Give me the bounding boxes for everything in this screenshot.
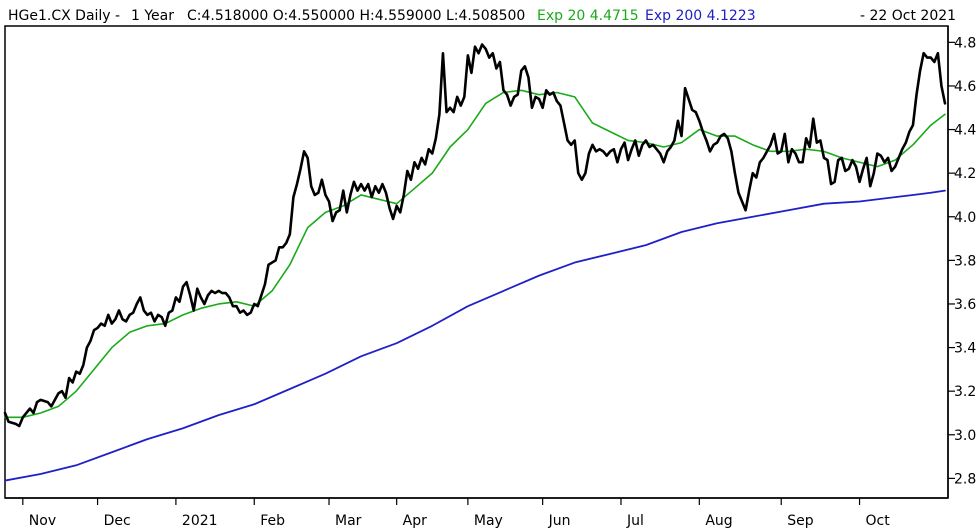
x-tick-label: Sep bbox=[787, 513, 814, 529]
header-ema200: Exp 200 4.1223 bbox=[645, 8, 756, 24]
x-tick-label: Apr bbox=[403, 513, 427, 529]
price-line bbox=[3, 43, 947, 428]
header-date: - 22 Oct 2021 bbox=[860, 8, 956, 24]
chart-header: HGe1.CX Daily - 1 Year C:4.518000 O:4.55… bbox=[8, 8, 956, 24]
x-tick-label: Oct bbox=[866, 513, 891, 529]
x-tick-label: Dec bbox=[104, 513, 131, 529]
ema200-line bbox=[4, 189, 946, 482]
y-tick-label: 3.6 bbox=[954, 297, 976, 313]
y-tick-label: 3.8 bbox=[954, 253, 976, 269]
y-tick-label: 4.2 bbox=[954, 166, 976, 182]
y-tick-label: 4.6 bbox=[954, 79, 976, 95]
y-tick-label: 4.8 bbox=[954, 35, 976, 51]
x-tick-label: Feb bbox=[260, 513, 285, 529]
x-tick-label: Aug bbox=[705, 513, 732, 529]
x-tick-label: Nov bbox=[29, 513, 56, 529]
x-tick-label: Mar bbox=[335, 513, 362, 529]
y-tick-label: 3.4 bbox=[954, 341, 976, 357]
header-ema20: Exp 20 4.4715 bbox=[537, 8, 639, 24]
x-tick-label: Jun bbox=[548, 513, 571, 529]
y-tick-label: 4.0 bbox=[954, 210, 976, 226]
x-tick-label: May bbox=[474, 513, 503, 529]
header-period: 1 Year bbox=[131, 8, 174, 24]
x-tick-label: Jul bbox=[626, 513, 644, 529]
series-layer bbox=[3, 43, 947, 482]
y-tick-label: 3.0 bbox=[954, 428, 976, 444]
x-axis: Nov Dec 2021 Feb Mar Apr May Jun Jul Aug Sep Oct bbox=[22, 498, 891, 529]
x-tick-label: 2021 bbox=[182, 513, 218, 529]
y-tick-label: 3.2 bbox=[954, 384, 976, 400]
y-tick-label: 4.4 bbox=[954, 123, 976, 139]
header-symbol: HGe1.CX Daily - bbox=[8, 8, 120, 24]
y-tick-label: 2.8 bbox=[954, 471, 976, 487]
y-axis: 2.8 3.0 3.2 3.4 3.6 3.8 4.0 4.2 4.4 4.6 4.8 bbox=[948, 35, 976, 487]
header-ohlc: C:4.518000 O:4.550000 H:4.559000 L:4.508… bbox=[187, 8, 525, 24]
